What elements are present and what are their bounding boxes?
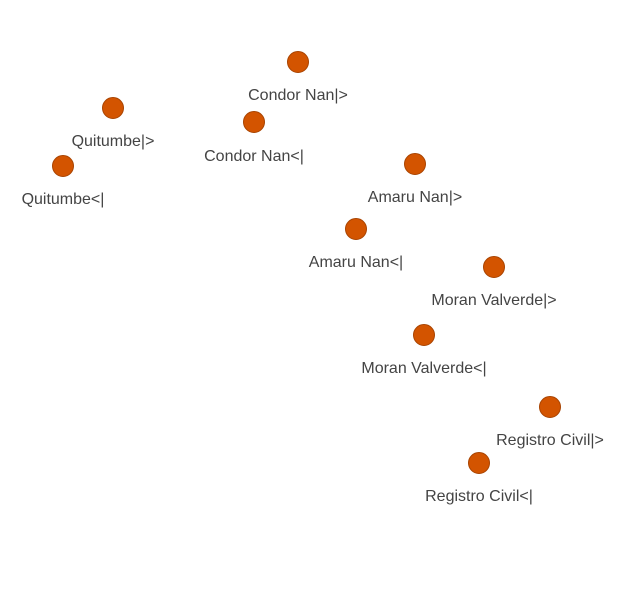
node-label: Amaru Nan<|	[309, 254, 403, 271]
node-label: Quitumbe|>	[72, 133, 155, 150]
node-dot[interactable]	[404, 153, 426, 175]
node-label: Moran Valverde<|	[361, 360, 486, 377]
node-dot[interactable]	[52, 155, 74, 177]
node-label: Condor Nan|>	[248, 87, 348, 104]
node-dot[interactable]	[483, 256, 505, 278]
node-dot[interactable]	[468, 452, 490, 474]
node-dot[interactable]	[413, 324, 435, 346]
diagram-node[interactable]: Amaru Nan|>	[368, 153, 462, 207]
diagram-node[interactable]: Moran Valverde<|	[361, 324, 487, 378]
diagram-node[interactable]: Amaru Nan<|	[309, 218, 403, 272]
node-dot[interactable]	[345, 218, 367, 240]
node-label: Registro Civil<|	[425, 488, 533, 505]
node-label: Registro Civil|>	[496, 432, 604, 449]
node-label: Amaru Nan|>	[368, 189, 462, 206]
diagram-node[interactable]: Quitumbe|>	[72, 97, 155, 151]
node-dot[interactable]	[243, 111, 265, 133]
node-label: Moran Valverde|>	[431, 292, 556, 309]
diagram-node[interactable]: Quitumbe<|	[22, 155, 105, 209]
node-label: Quitumbe<|	[22, 191, 105, 208]
diagram-node[interactable]: Moran Valverde|>	[431, 256, 557, 310]
diagram-node[interactable]: Registro Civil<|	[425, 452, 533, 506]
diagram-node[interactable]: Registro Civil|>	[496, 396, 604, 450]
node-dot[interactable]	[539, 396, 561, 418]
node-dot[interactable]	[102, 97, 124, 119]
diagram-node[interactable]: Condor Nan<|	[204, 111, 304, 166]
diagram-node[interactable]: Condor Nan|>	[248, 51, 348, 105]
node-dot[interactable]	[287, 51, 309, 73]
node-label: Condor Nan<|	[204, 148, 304, 165]
nodes-layer: Condor Nan|> Quitumbe|> Condor Nan<| Quitum…	[22, 51, 604, 506]
